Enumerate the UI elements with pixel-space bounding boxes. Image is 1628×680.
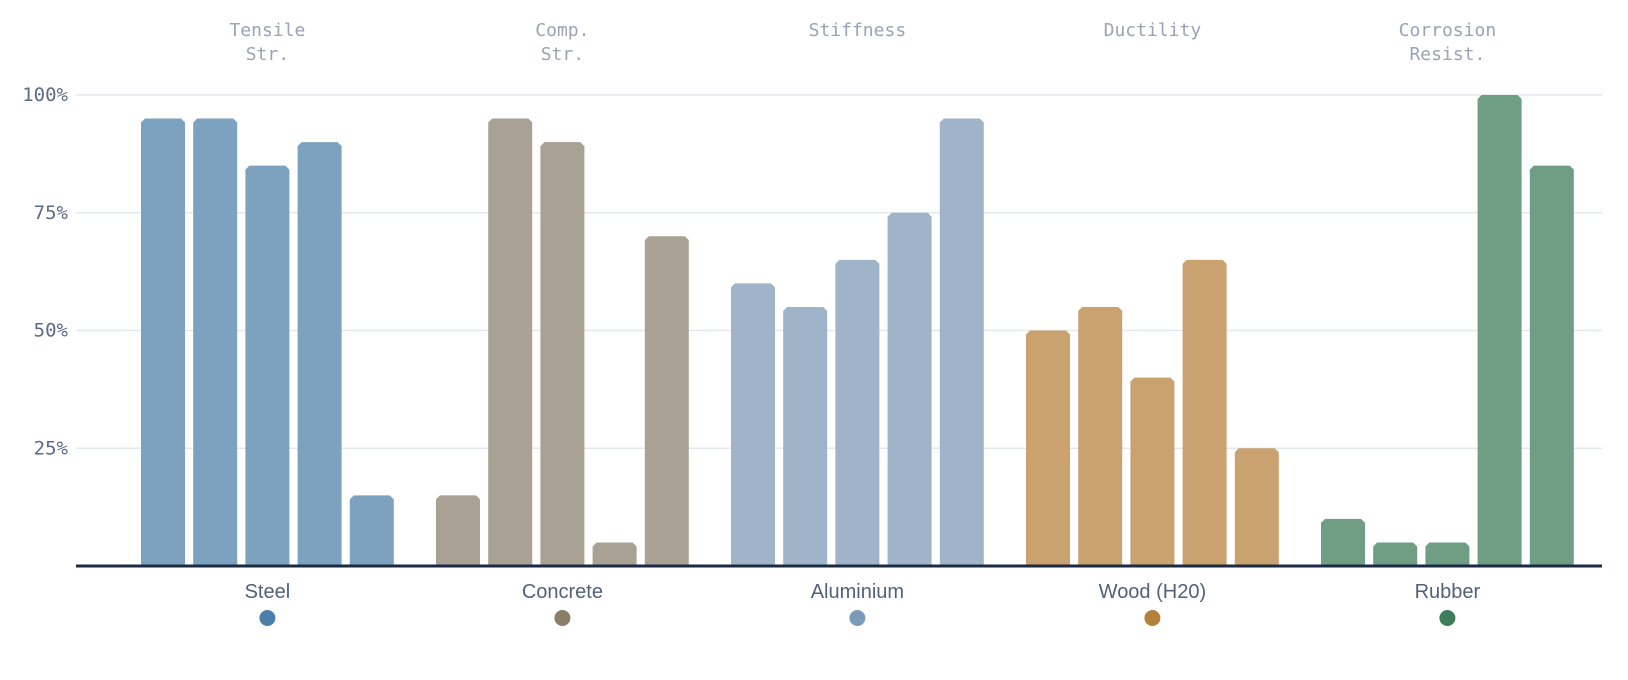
bar (783, 306, 828, 566)
bar (1477, 95, 1522, 566)
bar (488, 118, 533, 567)
metric-label: Corrosion (1399, 20, 1497, 41)
legend-dot (1144, 610, 1161, 626)
legend-dot (1439, 610, 1456, 626)
bar (1026, 330, 1070, 566)
bar (1130, 377, 1175, 566)
legend-dot (554, 610, 571, 626)
group-label: Rubber (1415, 581, 1481, 603)
metric-label: Tensile (229, 20, 305, 41)
bar (939, 118, 984, 567)
bar (1321, 518, 1365, 566)
bar (1078, 306, 1123, 566)
legend-dot (259, 610, 276, 626)
bar (1234, 448, 1279, 566)
metric-label: Str. (246, 44, 289, 65)
group-label: Wood (H20) (1099, 581, 1206, 603)
metric-label: Str. (541, 44, 584, 65)
bar (592, 542, 637, 566)
bar (349, 495, 394, 566)
y-tick-label: 75% (34, 202, 69, 224)
bar (297, 142, 342, 566)
metric-label: Stiffness (809, 20, 907, 41)
bar (540, 142, 585, 566)
bar (1425, 542, 1470, 566)
bar (887, 212, 932, 566)
legend-dot (849, 610, 866, 626)
metric-label: Resist. (1409, 44, 1485, 65)
y-tick-label: 50% (34, 320, 69, 342)
bar (245, 165, 290, 566)
bar (141, 118, 185, 567)
bar (644, 236, 689, 567)
y-tick-label: 100% (22, 84, 68, 106)
group-label: Aluminium (811, 581, 904, 603)
y-tick-label: 25% (34, 437, 69, 459)
bar (1373, 542, 1418, 566)
bar (835, 259, 880, 566)
bar (193, 118, 238, 567)
bar (1182, 259, 1227, 566)
bar (436, 495, 480, 566)
group-label: Steel (245, 581, 291, 603)
group-label: Concrete (522, 581, 603, 603)
bar (731, 283, 775, 566)
bar (1529, 165, 1574, 566)
metric-label: Comp. (535, 20, 589, 41)
metric-label: Ductility (1104, 20, 1202, 41)
